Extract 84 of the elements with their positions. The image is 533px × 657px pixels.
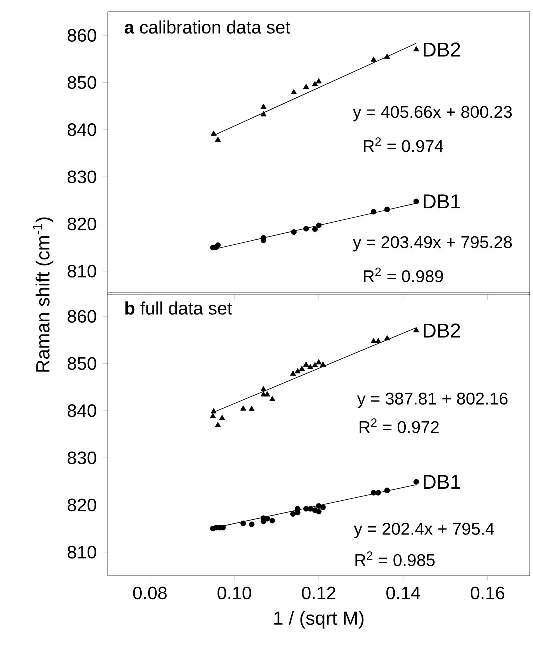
point — [312, 81, 318, 86]
chart-title: a calibration data set — [124, 20, 290, 34]
annotation: y = 387.81 + 802.16 — [357, 392, 508, 408]
x-tick-label: 0.12 — [302, 586, 336, 600]
y-axis-title: Raman shift (cm$^{-1}$) — [33, 218, 54, 372]
y-tick-label: 820 — [68, 218, 96, 231]
point — [260, 386, 267, 392]
point — [316, 509, 322, 515]
point — [210, 413, 216, 418]
y-tick-label: 860 — [68, 310, 96, 323]
point — [384, 206, 390, 212]
y-tick-label: 830 — [68, 452, 96, 464]
y-tick-label: 850 — [68, 357, 96, 370]
point — [371, 209, 377, 215]
point — [291, 229, 297, 236]
annotation: R$^{2}$ = 0.972 — [360, 418, 439, 434]
point — [260, 104, 267, 110]
point — [414, 327, 420, 333]
point — [210, 130, 217, 136]
point — [240, 520, 246, 526]
point — [264, 391, 270, 397]
point — [240, 406, 246, 411]
point — [210, 408, 217, 414]
series-label: DB2 — [424, 42, 460, 57]
point — [249, 522, 255, 528]
point — [308, 506, 314, 512]
x-tick-label: 0.08 — [133, 586, 167, 600]
annotation: y = 202.4x + 795.4 — [354, 523, 494, 538]
y-tick-label: 840 — [68, 124, 96, 136]
annotation: y = 405.66x + 800.23 — [353, 106, 512, 122]
y-tick-label: 810 — [68, 265, 96, 278]
point — [316, 359, 322, 365]
point — [376, 490, 382, 496]
series-label: DB1 — [424, 194, 460, 208]
point — [320, 504, 326, 510]
point — [291, 89, 298, 94]
point — [370, 338, 377, 344]
series-label: DB2 — [424, 324, 460, 338]
point — [270, 518, 276, 524]
x-tick-label: 0.14 — [386, 586, 420, 600]
annotation: R$^{2}$ = 0.985 — [356, 552, 435, 566]
point — [304, 226, 310, 232]
annotation: R$^{2}$ = 0.974 — [364, 138, 444, 152]
y-tick-label: 830 — [68, 170, 96, 184]
point — [219, 415, 226, 420]
point — [414, 198, 420, 204]
x-axis-title: 1 / (sqrt M) — [274, 611, 364, 629]
point — [248, 406, 255, 412]
x-tick-label: 0.16 — [470, 586, 505, 600]
point — [316, 222, 322, 228]
annotation: R$^{2}$ = 0.989 — [364, 268, 444, 283]
point — [290, 370, 296, 376]
point — [270, 396, 276, 402]
point — [312, 226, 318, 232]
series-label: DB1 — [424, 475, 460, 490]
point — [308, 364, 314, 370]
y-tick-label: 850 — [68, 76, 96, 90]
point — [414, 46, 420, 52]
point — [384, 54, 390, 60]
point — [312, 362, 318, 368]
point — [303, 362, 310, 367]
point — [316, 78, 322, 84]
point — [414, 479, 420, 485]
point — [294, 368, 301, 374]
y-tick-label: 820 — [68, 498, 96, 512]
annotation: y = 203.49x + 795.28 — [353, 236, 512, 252]
point — [290, 511, 296, 518]
point — [384, 488, 390, 494]
point — [376, 338, 382, 344]
y-tick-label: 810 — [68, 546, 96, 559]
point — [371, 490, 377, 496]
y-tick-label: 840 — [68, 404, 96, 418]
chart-title: b full data set — [126, 302, 232, 315]
point — [320, 362, 326, 367]
point — [260, 111, 267, 117]
x-tick-label: 0.10 — [218, 586, 252, 600]
point — [316, 503, 322, 509]
point — [299, 366, 306, 372]
point — [384, 335, 390, 341]
point — [215, 136, 222, 142]
point — [303, 84, 310, 90]
point — [215, 422, 222, 428]
y-tick-label: 860 — [68, 29, 96, 42]
point — [370, 56, 377, 62]
